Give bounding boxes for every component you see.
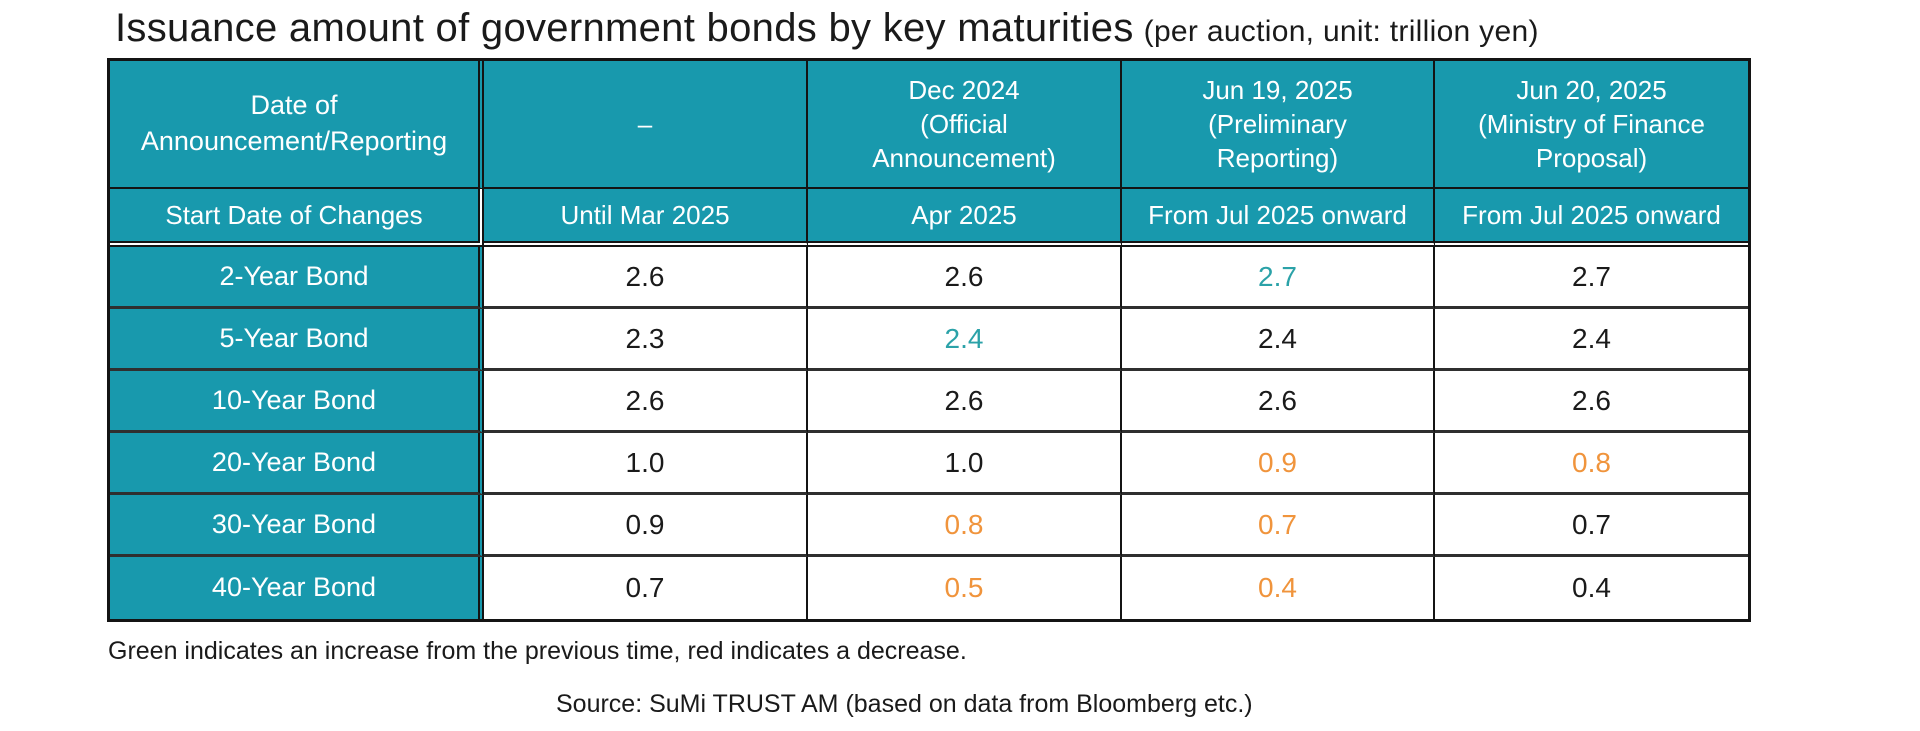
bond-value-cell: 0.7 [1122, 495, 1435, 557]
bond-row-label: 40-Year Bond [110, 557, 484, 619]
bond-value-cell: 1.0 [484, 433, 808, 495]
page-title: Issuance amount of government bonds by k… [115, 6, 1539, 51]
bond-value-cell: 0.7 [1435, 495, 1748, 557]
table-row-30-year-bond: 30-Year Bond 0.9 0.8 0.7 0.7 [110, 495, 1748, 557]
bond-value-cell: 2.6 [808, 371, 1122, 433]
table-row-40-year-bond: 40-Year Bond 0.7 0.5 0.4 0.4 [110, 557, 1748, 619]
start-date-header-cell: Start Date of Changes [110, 189, 484, 247]
bond-row-label: 2-Year Bond [110, 247, 484, 309]
bond-row-label: 30-Year Bond [110, 495, 484, 557]
bond-row-label: 20-Year Bond [110, 433, 484, 495]
bond-row-label: 5-Year Bond [110, 309, 484, 371]
bond-row-label: 10-Year Bond [110, 371, 484, 433]
column-header-jun-19-2025: Jun 19, 2025 (Preliminary Reporting) [1122, 61, 1435, 189]
bond-value-cell: 2.6 [1435, 371, 1748, 433]
bond-value-cell: 0.4 [1122, 557, 1435, 619]
bond-value-cell: 0.4 [1435, 557, 1748, 619]
bond-value-cell: 0.7 [484, 557, 808, 619]
bond-value-cell: 0.8 [808, 495, 1122, 557]
table-row-10-year-bond: 10-Year Bond 2.6 2.6 2.6 2.6 [110, 371, 1748, 433]
table-row-2-year-bond: 2-Year Bond 2.6 2.6 2.7 2.7 [110, 247, 1748, 309]
bond-value-cell: 2.4 [1435, 309, 1748, 371]
page-title-main: Issuance amount of government bonds by k… [115, 6, 1134, 50]
header-row-announcement: Date of Announcement/Reporting – Dec 202… [110, 61, 1748, 189]
start-date-col-2: From Jul 2025 onward [1122, 189, 1435, 247]
bond-value-cell: 2.4 [808, 309, 1122, 371]
start-date-col-0: Until Mar 2025 [484, 189, 808, 247]
table-row-20-year-bond: 20-Year Bond 1.0 1.0 0.9 0.8 [110, 433, 1748, 495]
start-date-col-1: Apr 2025 [808, 189, 1122, 247]
bond-value-cell: 2.6 [484, 247, 808, 309]
bond-value-cell: 2.6 [808, 247, 1122, 309]
bond-value-cell: 0.5 [808, 557, 1122, 619]
source-note: Source: SuMi TRUST AM (based on data fro… [556, 690, 1253, 718]
table-row-5-year-bond: 5-Year Bond 2.3 2.4 2.4 2.4 [110, 309, 1748, 371]
bond-value-cell: 2.7 [1122, 247, 1435, 309]
column-header-dec-2024: Dec 2024 (Official Announcement) [808, 61, 1122, 189]
column-header-dash: – [484, 61, 808, 189]
bond-value-cell: 1.0 [808, 433, 1122, 495]
corner-header-cell: Date of Announcement/Reporting [110, 61, 484, 189]
color-legend-note: Green indicates an increase from the pre… [108, 637, 967, 665]
header-row-start-date: Start Date of Changes Until Mar 2025 Apr… [110, 189, 1748, 247]
page-title-unit: (per auction, unit: trillion yen) [1143, 15, 1539, 48]
bond-value-cell: 0.9 [484, 495, 808, 557]
bond-value-cell: 2.6 [484, 371, 808, 433]
bond-value-cell: 2.3 [484, 309, 808, 371]
bond-value-cell: 0.8 [1435, 433, 1748, 495]
bond-value-cell: 0.9 [1122, 433, 1435, 495]
bond-value-cell: 2.4 [1122, 309, 1435, 371]
column-header-jun-20-2025: Jun 20, 2025 (Ministry of Finance Propos… [1435, 61, 1748, 189]
start-date-col-3: From Jul 2025 onward [1435, 189, 1748, 247]
bond-value-cell: 2.6 [1122, 371, 1435, 433]
bond-value-cell: 2.7 [1435, 247, 1748, 309]
bond-issuance-table: Date of Announcement/Reporting – Dec 202… [107, 58, 1751, 622]
